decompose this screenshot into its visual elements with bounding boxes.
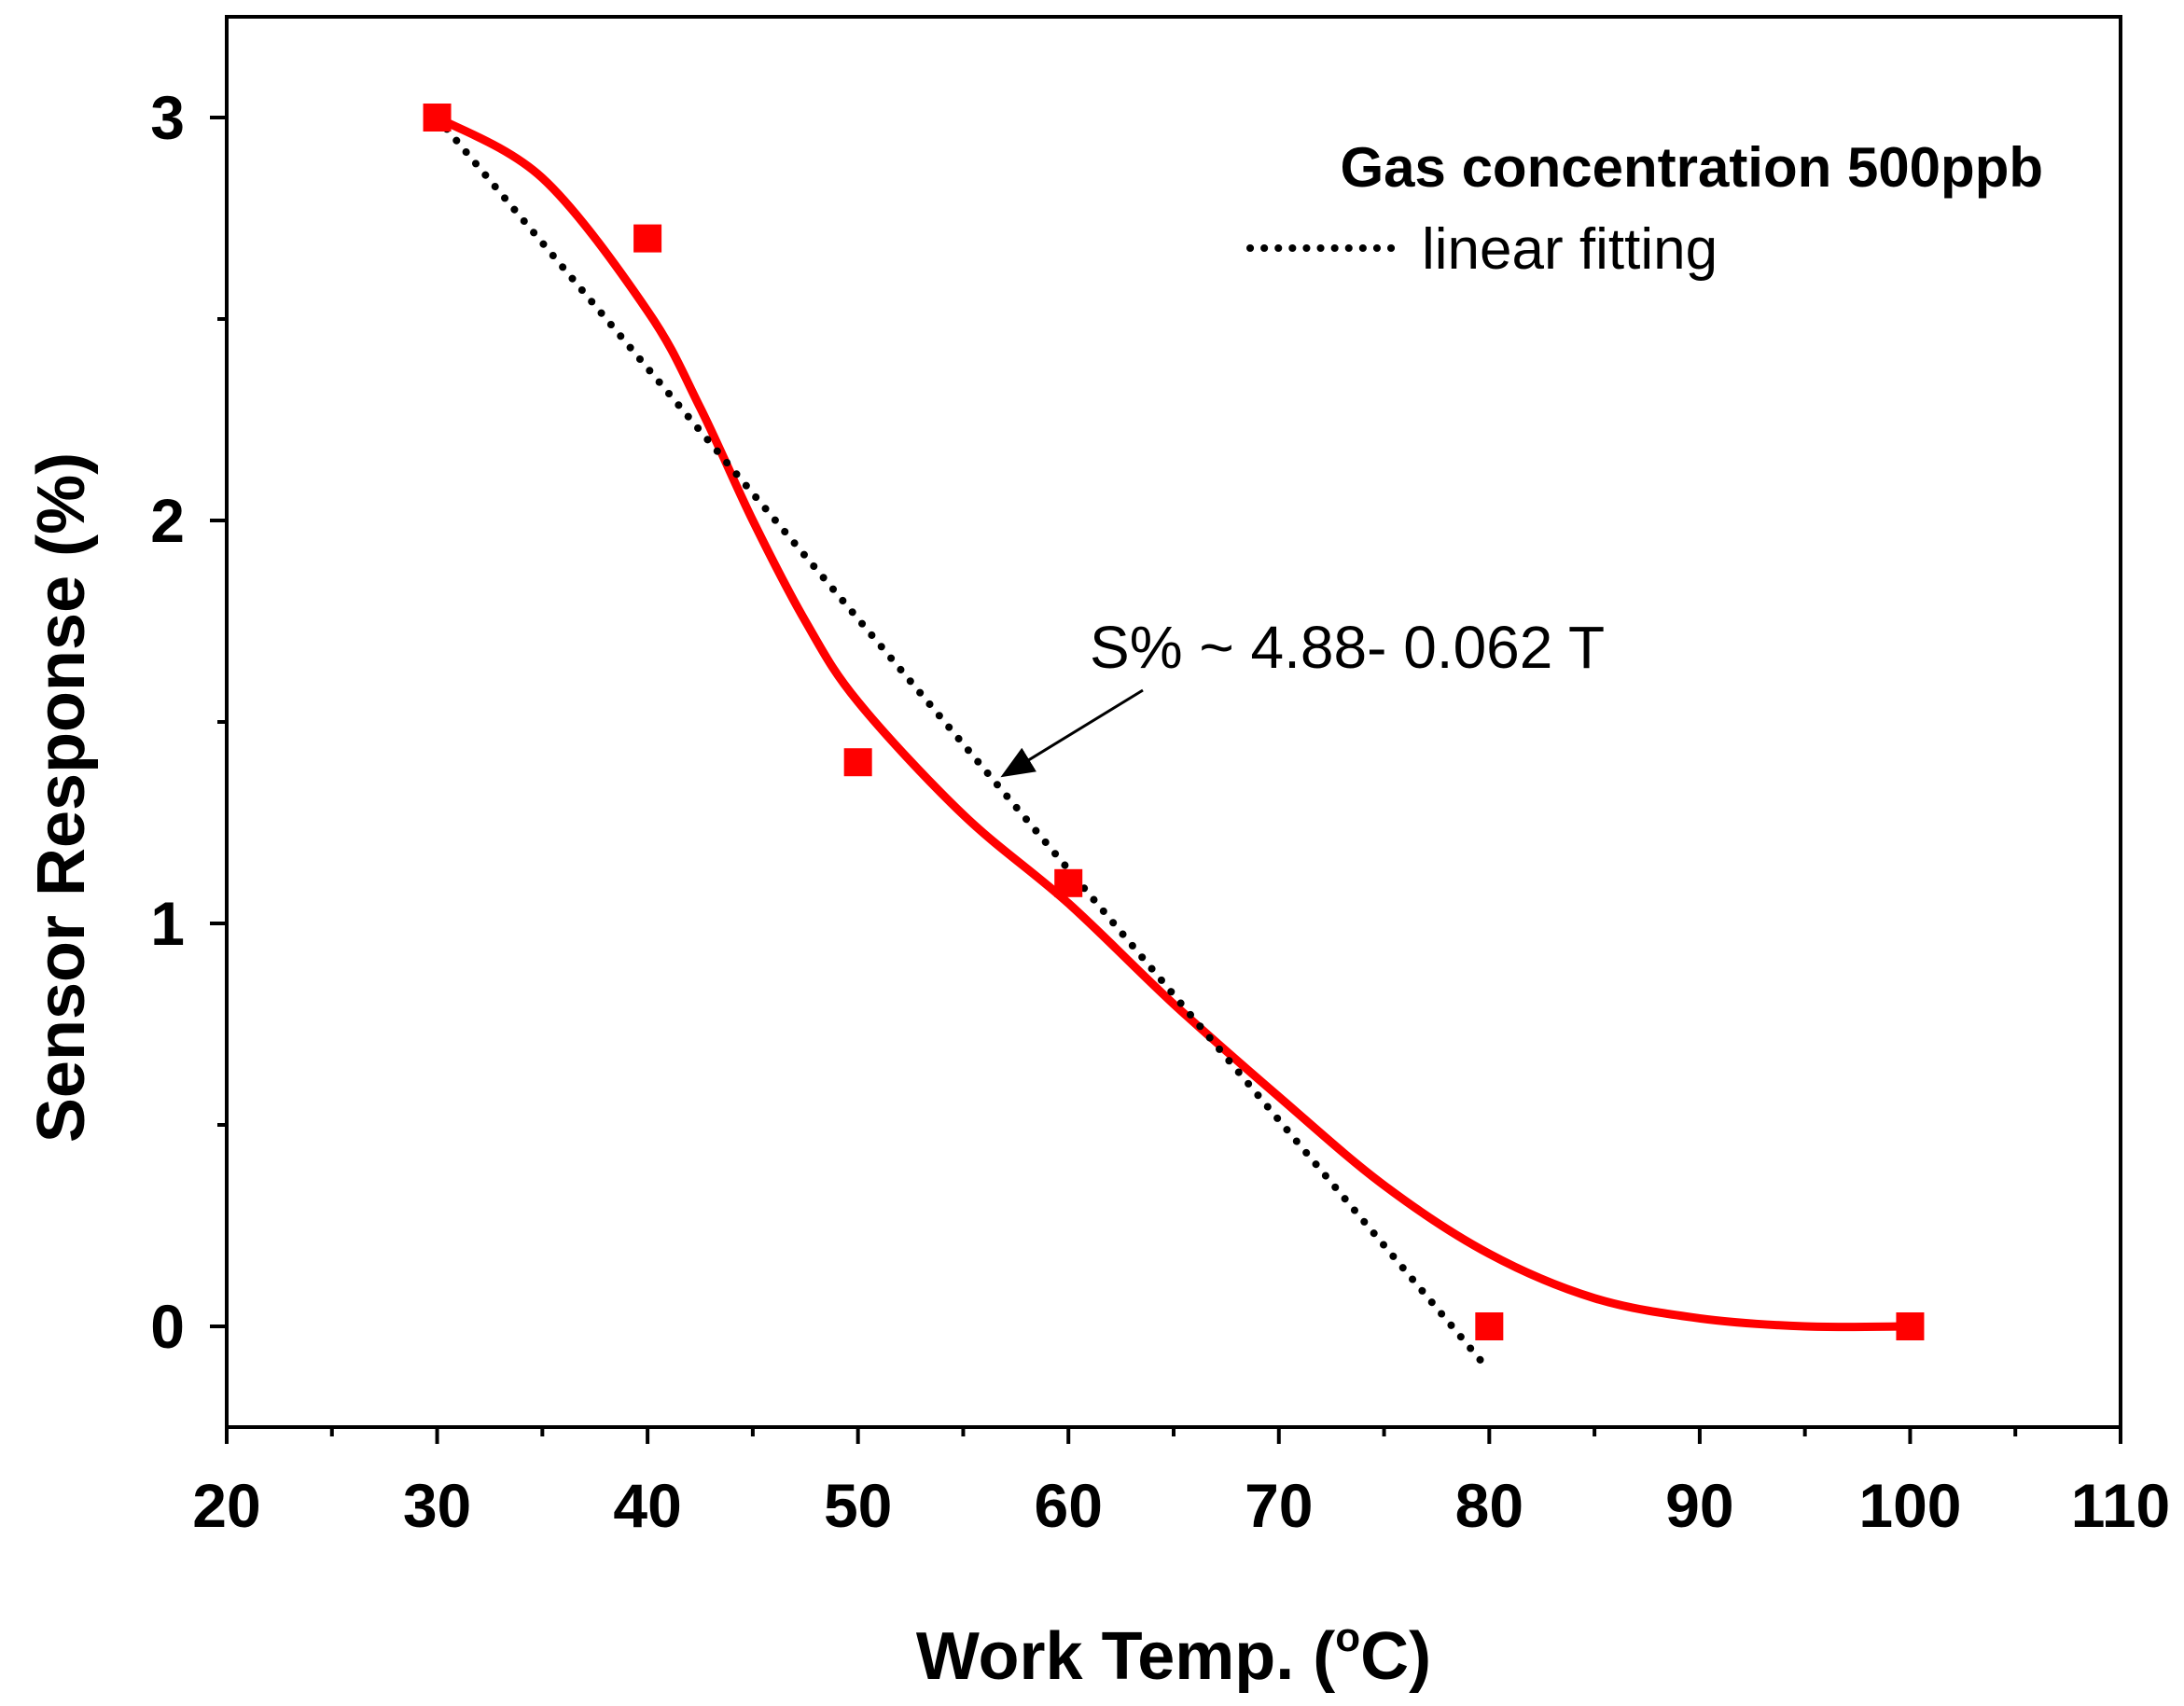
equation-annotation: S% ~ 4.88- 0.062 T xyxy=(1090,614,1605,681)
x-axis-title-superscript: o xyxy=(1335,1615,1360,1660)
x-axis-ticks xyxy=(225,1427,2122,1444)
x-tick-label: 50 xyxy=(824,1471,892,1540)
data-point-marker xyxy=(633,224,662,253)
data-markers xyxy=(423,104,1925,1340)
x-axis-title: Work Temp. (oC) xyxy=(916,1615,1431,1694)
x-tick-label: 100 xyxy=(1858,1471,1961,1540)
x-tick-label: 70 xyxy=(1245,1471,1313,1540)
x-axis-title-unit: C) xyxy=(1360,1619,1431,1694)
y-tick-label: 0 xyxy=(150,1292,185,1361)
legend-title: Gas concentration 500ppb xyxy=(1340,136,2043,199)
data-point-marker xyxy=(423,104,452,132)
plot-frame xyxy=(225,15,2122,1429)
y-tick-label: 1 xyxy=(150,889,185,958)
data-point-marker xyxy=(1475,1312,1504,1340)
x-tick-label: 90 xyxy=(1665,1471,1733,1540)
y-axis-title: Sensor Response (%) xyxy=(24,452,99,1143)
x-tick-label: 20 xyxy=(192,1471,260,1540)
annotation-arrow xyxy=(1000,688,1144,778)
data-point-marker xyxy=(1054,868,1083,897)
data-point-marker xyxy=(843,748,872,777)
x-tick-label: 30 xyxy=(403,1471,471,1540)
data-point-marker xyxy=(1896,1312,1925,1340)
smooth-fit-curve xyxy=(433,113,1914,1332)
y-axis-tick-labels: 0 1 2 3 xyxy=(150,83,185,1361)
x-axis-tick-labels: 20 30 40 50 60 70 80 90 100 110 xyxy=(192,1471,2170,1540)
y-tick-label: 3 xyxy=(150,83,185,152)
x-tick-label: 80 xyxy=(1455,1471,1523,1540)
linear-fit-line xyxy=(433,114,1494,1375)
x-tick-label: 60 xyxy=(1035,1471,1103,1540)
y-tick-label: 2 xyxy=(150,486,185,555)
x-tick-label: 110 xyxy=(2071,1471,2170,1540)
x-tick-label: 40 xyxy=(613,1471,681,1540)
legend-linear-fitting-label: linear fitting xyxy=(1422,217,1718,282)
y-axis-ticks xyxy=(210,116,227,1328)
